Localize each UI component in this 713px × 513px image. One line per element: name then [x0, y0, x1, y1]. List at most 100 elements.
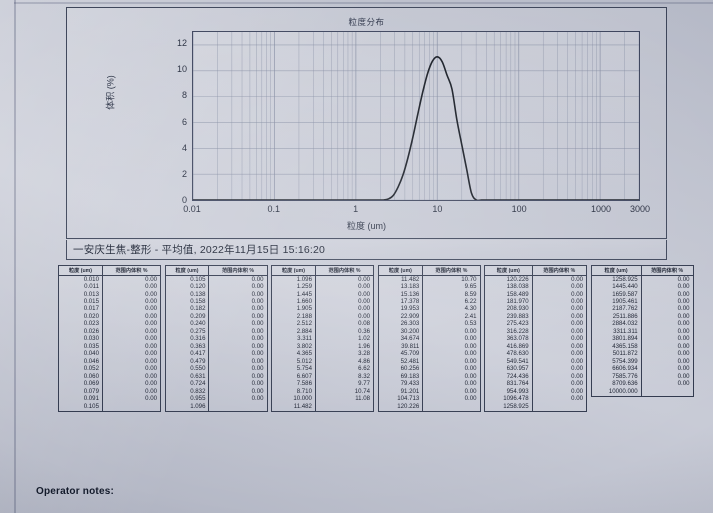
table-cell: 0.00: [145, 357, 157, 365]
table-cell: 7585.776: [591, 373, 642, 381]
table-row: 10.000 11.08: [272, 395, 373, 404]
table-cell: 0.00: [358, 312, 370, 320]
table-row: 69.183 0.00: [378, 372, 480, 381]
table-cell: 39.811: [378, 343, 424, 351]
table-cell: 11.482: [272, 403, 316, 411]
table-cell: 831.764: [485, 380, 533, 389]
table-cell: 0.240: [165, 321, 210, 329]
y-tick-label: 10: [176, 64, 187, 75]
table-cell: 0.00: [464, 350, 477, 358]
data-table: 粒度 (um) 范围内体积 % 1258.925 0.00 1445.440 0.00 16…: [590, 265, 694, 397]
table-row: 79.433 0.00: [378, 380, 480, 389]
paper-edge-left: [14, 0, 16, 513]
table-cell: 17.378: [378, 298, 424, 306]
data-table: 粒度 (um) 范围内体积 % 11.482 10.70 13.183 9.65 15.13…: [377, 265, 481, 412]
table-cell: 0.00: [251, 335, 264, 343]
table-row: 15.136 8.59: [378, 290, 480, 299]
table-row: 0.030 0.00: [59, 335, 160, 344]
table-row: 2.188 0.00: [272, 312, 373, 321]
table-row: 549.541 0.00: [485, 358, 586, 366]
table-row: 0.015 0.00: [59, 298, 160, 306]
table-cell: 0.00: [464, 372, 477, 380]
table-cell: 0.00: [464, 357, 477, 365]
table-cell: 0.00: [145, 372, 157, 380]
table-cell: 0.00: [251, 320, 264, 328]
table-cell: 0.00: [145, 342, 157, 350]
table-cell: 0.417: [165, 350, 210, 359]
table-row: 26.303 0.53: [378, 320, 480, 329]
table-cell: 1.096: [272, 275, 316, 284]
distribution-curve-svg: [193, 32, 639, 200]
table-row: 0.013 0.00: [59, 291, 160, 299]
x-tick-label: 0.1: [267, 204, 281, 214]
table-cell: [315, 403, 373, 410]
x-tick-label: 100: [511, 204, 527, 214]
x-tick-label: 0.01: [183, 204, 201, 214]
table-row: 0.017 0.00: [59, 306, 160, 314]
table-cell: 0.00: [677, 283, 690, 291]
table-cell: 549.541: [485, 358, 533, 366]
table-row: 0.158 0.00: [165, 298, 267, 306]
table-cell: 0.550: [165, 365, 210, 374]
table-cell: 0.00: [464, 395, 477, 403]
table-cell: 0.00: [251, 312, 264, 320]
table-row: 831.764 0.00: [485, 380, 586, 389]
table-row: 0.138 0.00: [165, 291, 267, 299]
table-row: 2187.762 0.00: [591, 305, 693, 314]
table-cell: 19.953: [378, 306, 424, 314]
table-row: 0.020 0.00: [59, 313, 160, 321]
table-cell: 0.011: [59, 283, 103, 291]
y-tick-label: 6: [181, 116, 187, 127]
table-cell: 0.00: [358, 298, 370, 305]
table-cell: 5.012: [272, 358, 316, 366]
table-cell: 11.482: [378, 275, 424, 284]
table-cell: 0.00: [677, 305, 690, 313]
table-cell: 0.00: [677, 290, 690, 298]
table-cell: 0.00: [571, 387, 583, 395]
table-row: 954.993 0.00: [485, 387, 586, 396]
y-tick-label: 8: [181, 90, 187, 101]
table-row: 0.316 0.00: [165, 335, 267, 344]
table-cell: 10000.000: [591, 388, 642, 396]
table-cell: 0.00: [464, 327, 477, 335]
data-table: 粒度 (um) 范围内体积 % 0.105 0.00 0.120 0.00 0.138 0.0…: [164, 265, 268, 412]
table-row: 630.957 0.00: [485, 365, 586, 374]
table-cell: 4365.158: [591, 343, 642, 351]
table-cell: 5011.872: [591, 350, 642, 359]
table-row: 0.275 0.00: [165, 327, 267, 336]
table-cell: 8.59: [464, 290, 477, 298]
table-row: 0.120 0.00: [165, 283, 267, 291]
data-table: 粒度 (um) 范围内体积 % 120.226 0.00 138.038 0.00 158.…: [484, 265, 587, 412]
table-cell: 0.00: [464, 387, 477, 395]
table-cell: 0.00: [677, 342, 690, 350]
table-cell: 0.00: [145, 350, 157, 358]
table-cell: 1.096: [165, 403, 210, 411]
table-cell: 0.00: [251, 327, 264, 335]
table-cell: 0.017: [59, 306, 103, 314]
table-row: 2.884 0.36: [272, 328, 373, 336]
table-cell: 1659.587: [591, 291, 642, 299]
table-cell: 275.423: [485, 321, 533, 329]
table-cell: 0.00: [677, 350, 690, 358]
table-cell: 120.226: [485, 275, 533, 284]
table-cell: 1.660: [272, 298, 316, 306]
table-cell: 0.020: [59, 313, 103, 321]
table-cell: 0.079: [59, 388, 103, 396]
table-cell: 8.710: [272, 388, 316, 396]
table-cell: 104.713: [378, 395, 424, 404]
table-row: 0.955 0.00: [165, 395, 267, 404]
table-cell: 0.00: [145, 298, 157, 305]
table-cell: 1.905: [272, 306, 316, 314]
table-row: 1.905 0.00: [272, 306, 373, 314]
operator-notes-label: Operator notes:: [36, 486, 115, 497]
table-cell: 0.105: [59, 403, 103, 411]
table-row: 3801.894 0.00: [591, 335, 693, 344]
table-row: 0.035 0.00: [59, 342, 160, 351]
table-cell: 0.00: [677, 357, 690, 365]
table-cell: 3.28: [358, 350, 370, 358]
table-cell: 0.00: [464, 335, 477, 343]
table-row: 30.200 0.00: [378, 327, 480, 336]
table-row: 6.607 8.32: [272, 373, 373, 381]
table-cell: 0.53: [464, 320, 477, 328]
table-cell: 0.00: [571, 305, 583, 313]
